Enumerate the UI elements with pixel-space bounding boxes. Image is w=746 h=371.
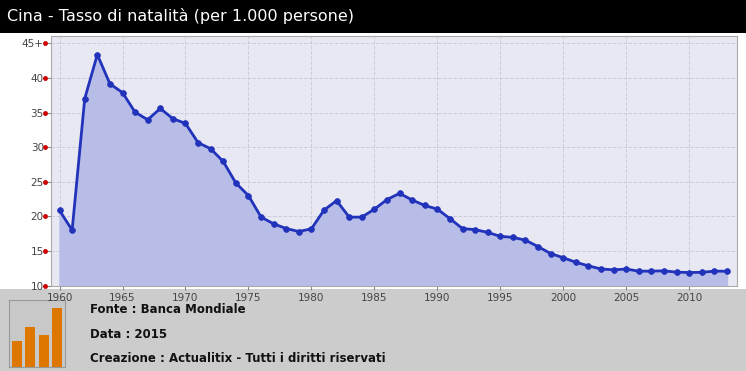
Text: Creazione : Actualitix - Tutti i diritti riservati: Creazione : Actualitix - Tutti i diritti… <box>90 352 385 365</box>
Text: Fonte : Banca Mondiale: Fonte : Banca Mondiale <box>90 303 245 316</box>
Text: Data : 2015: Data : 2015 <box>90 328 166 341</box>
Text: Cina - Tasso di natalità (per 1.000 persone): Cina - Tasso di natalità (per 1.000 pers… <box>7 8 354 24</box>
Bar <box>52 309 62 367</box>
Bar <box>12 341 22 367</box>
Bar <box>25 327 35 367</box>
Bar <box>39 335 48 367</box>
